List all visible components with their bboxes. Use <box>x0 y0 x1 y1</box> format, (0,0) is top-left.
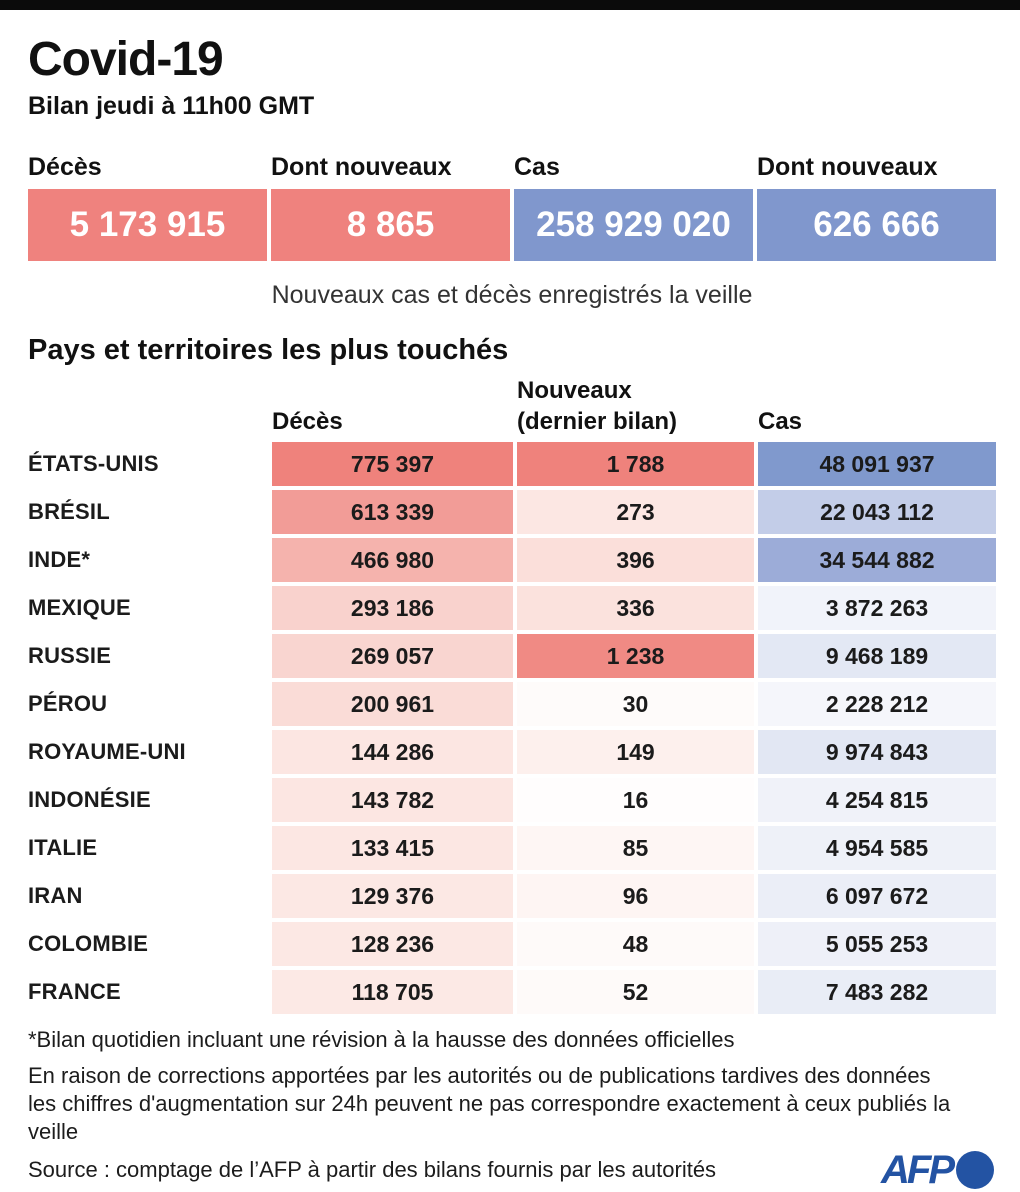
nouveaux-cell: 48 <box>517 922 754 966</box>
top-black-bar <box>0 0 1020 10</box>
deces-cell: 143 782 <box>272 778 513 822</box>
deces-cell: 293 186 <box>272 586 513 630</box>
summary-col-cas: Cas 258 929 020 <box>514 155 753 261</box>
country-label: BRÉSIL <box>28 499 110 524</box>
country-label: INDONÉSIE <box>28 787 151 812</box>
summary-value-cas-nouveaux: 626 666 <box>757 189 996 261</box>
cas-cell: 48 091 937 <box>758 442 996 486</box>
cas-cell: 4 254 815 <box>758 778 996 822</box>
nouveaux-cell: 30 <box>517 682 754 726</box>
deces-cell: 128 236 <box>272 922 513 966</box>
country-table: ÉTATS-UNIS 775 397 1 788 48 091 937 BRÉSIL 61… <box>28 442 996 1014</box>
summary-label-deces-nouveaux: Dont nouveaux <box>271 153 452 181</box>
nouveaux-cell: 396 <box>517 538 754 582</box>
cas-cell: 4 954 585 <box>758 826 996 870</box>
deces-cell: 133 415 <box>272 826 513 870</box>
page-subtitle: Bilan jeudi à 11h00 GMT <box>28 92 315 120</box>
cas-cell: 6 097 672 <box>758 874 996 918</box>
summary-label-cas: Cas <box>514 153 560 181</box>
column-header-nouveaux-line1: Nouveaux <box>517 377 632 404</box>
summary-col-cas-nouveaux: Dont nouveaux 626 666 <box>757 155 996 261</box>
country-label: COLOMBIE <box>28 931 149 956</box>
afp-logo-text: AFP <box>881 1148 955 1192</box>
infographic-body: Covid-19 Bilan jeudi à 11h00 GMT Décès 5… <box>0 36 1020 1190</box>
page-title: Covid-19 <box>28 33 224 86</box>
source-text: Source : comptage de l’AFP à partir des … <box>28 1157 717 1182</box>
afp-logo: AFP <box>881 1150 996 1190</box>
footnote-corrections: En raison de corrections apportées par l… <box>28 1062 996 1146</box>
cas-cell: 9 468 189 <box>758 634 996 678</box>
country-label: ROYAUME-UNI <box>28 739 186 764</box>
column-header-nouveaux: Nouveaux (dernier bilan) <box>517 375 754 437</box>
footnote-revision: *Bilan quotidien incluant une révision à… <box>28 1027 735 1052</box>
nouveaux-cell: 52 <box>517 970 754 1014</box>
deces-cell: 129 376 <box>272 874 513 918</box>
summary-value-deces: 5 173 915 <box>28 189 267 261</box>
cas-cell: 34 544 882 <box>758 538 996 582</box>
footnote-corrections-line2: les chiffres d'augmentation sur 24h peuv… <box>28 1091 951 1144</box>
column-header-cas: Cas <box>758 408 803 435</box>
country-label: ÉTATS-UNIS <box>28 451 159 476</box>
cas-cell: 5 055 253 <box>758 922 996 966</box>
cas-cell: 2 228 212 <box>758 682 996 726</box>
country-label: IRAN <box>28 883 83 908</box>
nouveaux-cell: 149 <box>517 730 754 774</box>
section-title: Pays et territoires les plus touchés <box>28 334 509 366</box>
source-row: Source : comptage de l’AFP à partir des … <box>28 1150 996 1190</box>
summary-col-deces-nouveaux: Dont nouveaux 8 865 <box>271 155 510 261</box>
summary-totals: Décès 5 173 915 Dont nouveaux 8 865 Cas … <box>28 155 996 261</box>
deces-cell: 466 980 <box>272 538 513 582</box>
nouveaux-cell: 96 <box>517 874 754 918</box>
cas-cell: 3 872 263 <box>758 586 996 630</box>
cas-cell: 22 043 112 <box>758 490 996 534</box>
nouveaux-cell: 1 788 <box>517 442 754 486</box>
column-header-nouveaux-line2: (dernier bilan) <box>517 408 678 435</box>
nouveaux-cell: 336 <box>517 586 754 630</box>
nouveaux-cell: 16 <box>517 778 754 822</box>
deces-cell: 200 961 <box>272 682 513 726</box>
country-label: FRANCE <box>28 979 121 1004</box>
afp-logo-circle-icon <box>956 1151 994 1189</box>
deces-cell: 269 057 <box>272 634 513 678</box>
nouveaux-cell: 273 <box>517 490 754 534</box>
country-label: RUSSIE <box>28 643 112 668</box>
deces-cell: 118 705 <box>272 970 513 1014</box>
summary-col-deces: Décès 5 173 915 <box>28 155 267 261</box>
country-label: MEXIQUE <box>28 595 131 620</box>
country-label: INDE* <box>28 547 91 572</box>
footnote-corrections-line1: En raison de corrections apportées par l… <box>28 1063 931 1088</box>
summary-value-deces-nouveaux: 8 865 <box>271 189 510 261</box>
table-header: Décès Nouveaux (dernier bilan) Cas <box>28 375 996 442</box>
column-header-deces: Décès <box>272 408 343 435</box>
country-label: ITALIE <box>28 835 98 860</box>
summary-label-cas-nouveaux: Dont nouveaux <box>757 153 938 181</box>
summary-caption: Nouveaux cas et décès enregistrés la vei… <box>271 281 753 309</box>
nouveaux-cell: 85 <box>517 826 754 870</box>
deces-cell: 775 397 <box>272 442 513 486</box>
summary-value-cas: 258 929 020 <box>514 189 753 261</box>
cas-cell: 9 974 843 <box>758 730 996 774</box>
nouveaux-cell: 1 238 <box>517 634 754 678</box>
deces-cell: 613 339 <box>272 490 513 534</box>
country-label: PÉROU <box>28 691 108 716</box>
deces-cell: 144 286 <box>272 730 513 774</box>
cas-cell: 7 483 282 <box>758 970 996 1014</box>
summary-label-deces: Décès <box>28 153 102 181</box>
